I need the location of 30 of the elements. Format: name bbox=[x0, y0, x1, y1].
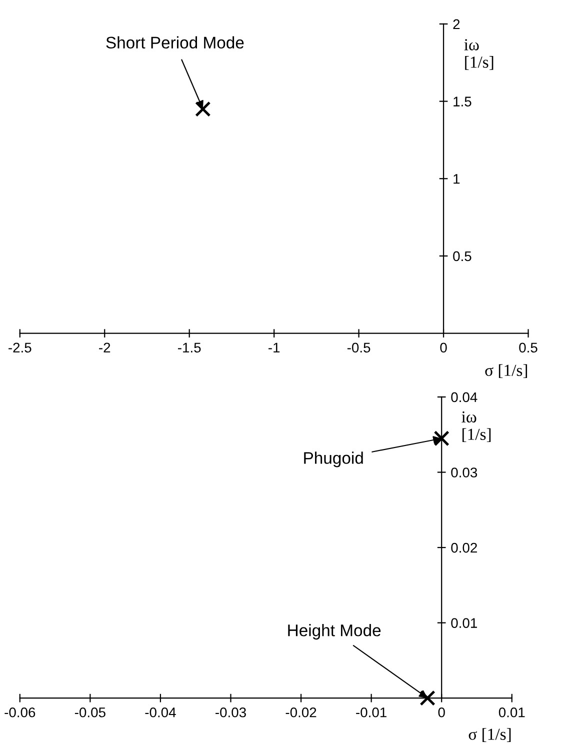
y-tick-label: 2 bbox=[453, 19, 460, 29]
x-tick-label: -0.03 bbox=[216, 707, 246, 718]
x-tick-label: -0.5 bbox=[347, 342, 370, 353]
y-tick-label: 1.5 bbox=[454, 96, 472, 106]
x-tick-label: -1.5 bbox=[178, 342, 201, 353]
annotation: Short Period Mode bbox=[106, 36, 244, 49]
x-tick-label: -0.01 bbox=[356, 707, 386, 718]
x-axis-title: σ [1/s] bbox=[468, 728, 511, 742]
annotation: Height Mode bbox=[288, 624, 381, 640]
x-tick-label: -0.06 bbox=[4, 707, 36, 718]
x-tick-label: -1 bbox=[268, 342, 280, 352]
x-tick-label: -0.05 bbox=[74, 707, 106, 718]
x-tick-label: -0.02 bbox=[286, 707, 316, 718]
y-axis-title: iω [1/s] bbox=[462, 411, 491, 442]
x-tick-label: 0 bbox=[438, 707, 445, 718]
x-tick-label: -0.04 bbox=[145, 707, 176, 718]
y-tick-label: 0.02 bbox=[451, 542, 477, 553]
y-tick-label: 0.01 bbox=[451, 618, 477, 628]
y-tick-label: 0.04 bbox=[451, 392, 478, 402]
x-axis-title: σ [1/s] bbox=[485, 364, 528, 378]
x-tick-label: -2.5 bbox=[8, 342, 32, 353]
x-tick-label: 0.5 bbox=[519, 342, 538, 353]
y-tick-label: 0.03 bbox=[451, 468, 478, 478]
x-tick-label: -2 bbox=[99, 342, 110, 352]
y-axis-title: iω [1/s] bbox=[464, 39, 494, 70]
x-tick-label: 0 bbox=[440, 342, 447, 353]
y-tick-label: 1 bbox=[454, 174, 460, 184]
y-tick-label: 0.5 bbox=[453, 251, 472, 262]
x-tick-label: 0.01 bbox=[498, 707, 525, 718]
annotation: Phugoid bbox=[304, 452, 363, 468]
